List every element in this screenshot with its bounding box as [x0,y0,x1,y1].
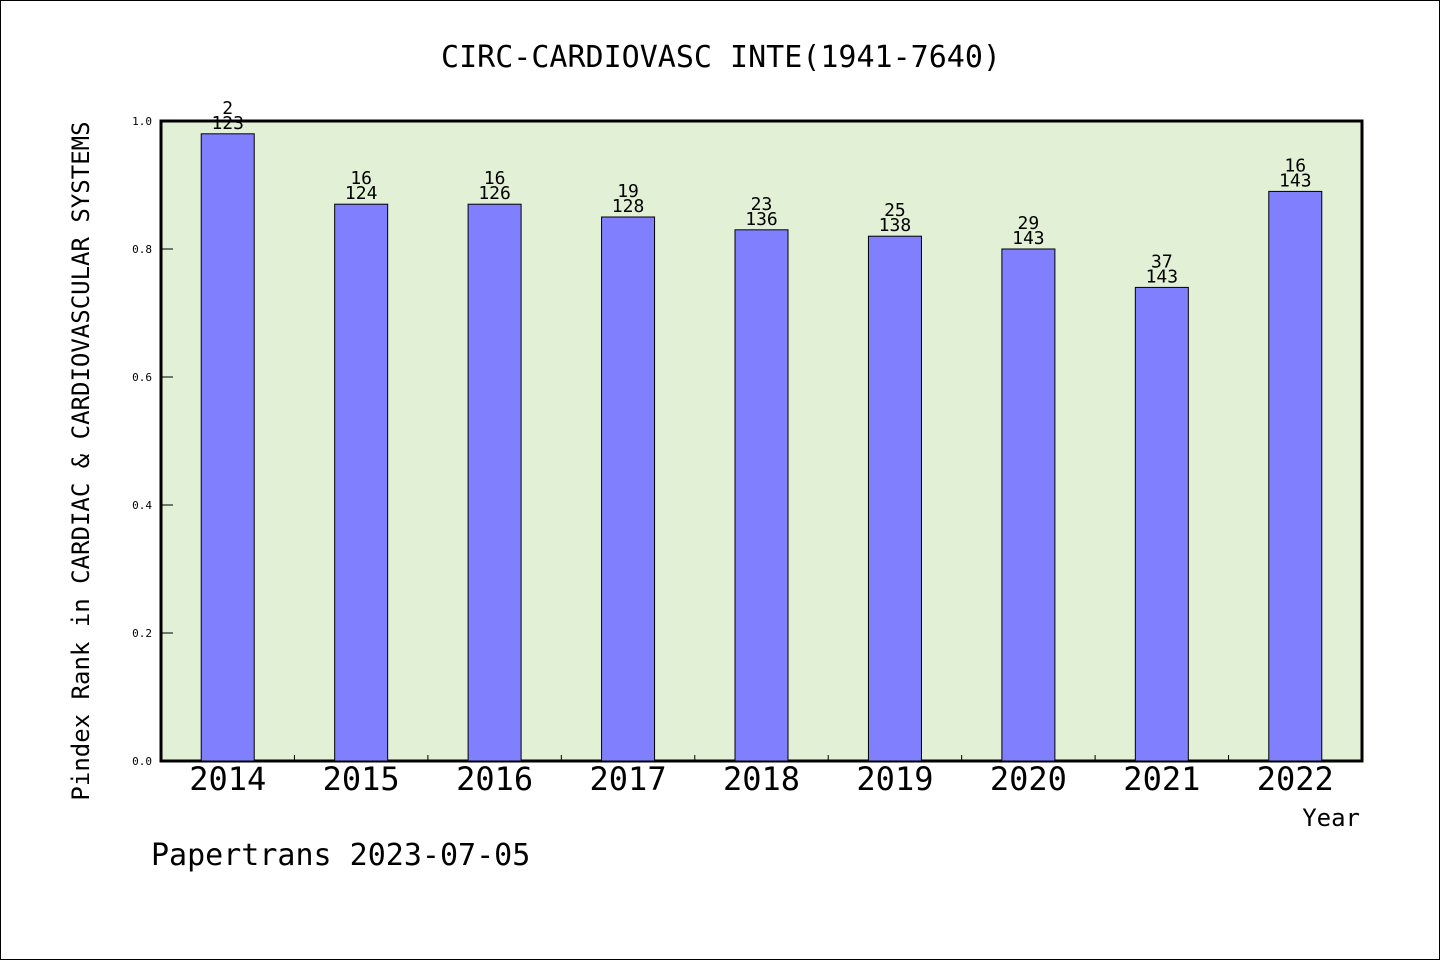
bar-2022 [1268,190,1323,762]
x-tick-label-2022: 2022 [1257,760,1334,798]
x-axis-label: Year [1302,804,1360,832]
total-label-2019: 138 [879,215,912,236]
bar-2018 [734,229,789,762]
y-tick-label-4: 0.8 [132,243,152,256]
bar-2014 [200,133,255,762]
y-tick-label-3: 0.6 [132,371,152,384]
rank-label-2020: 29 [1018,213,1040,234]
x-tick-label-2021: 2021 [1123,760,1200,798]
y-axis: 0.0 0.2 0.4 0.6 0.8 1.0 [132,115,173,768]
x-tick-label-2017: 2017 [590,760,667,798]
x-axis: 2014 2015 2016 2017 2018 2019 2020 2021 2022 [189,755,1334,798]
rank-label-2016: 16 [484,168,506,189]
bar-2016 [467,203,522,762]
total-label-2022: 143 [1279,170,1312,191]
total-label-2017: 128 [612,196,645,217]
x-tick-label-2016: 2016 [456,760,533,798]
x-tick-label-2015: 2015 [323,760,400,798]
x-tick-label-2019: 2019 [856,760,933,798]
rank-label-2021: 37 [1151,251,1173,272]
bar-2020 [1001,248,1056,762]
rank-label-2015: 16 [350,168,372,189]
footer-text: Papertrans 2023-07-05 [151,838,530,873]
x-tick-label-2020: 2020 [990,760,1067,798]
y-tick-label-5: 1.0 [132,115,152,128]
total-label-2018: 136 [745,209,778,230]
total-label-2016: 126 [478,183,511,204]
rank-label-2018: 23 [751,194,773,215]
rank-label-2017: 19 [617,181,639,202]
total-label-2014: 123 [211,113,244,134]
total-label-2015: 124 [345,183,378,204]
y-axis-label: Pindex Rank in CARDIAC & CARDIOVASCULAR … [67,121,95,800]
total-label-2020: 143 [1012,228,1045,249]
bar-series [200,133,1323,762]
rank-label-2022: 16 [1284,155,1306,176]
rank-label-2019: 25 [884,200,906,221]
bar-2021 [1134,286,1189,762]
bar-2019 [867,235,922,762]
chart-title: CIRC-CARDIOVASC INTE(1941-7640) [441,40,1001,75]
y-tick-label-2: 0.4 [132,499,152,512]
x-tick-label-2018: 2018 [723,760,800,798]
x-tick-label-2014: 2014 [189,760,266,798]
rank-label-2014: 2 [222,98,233,119]
bar-2017 [601,216,656,762]
y-tick-label-1: 0.2 [132,627,152,640]
y-tick-label-0: 0.0 [132,755,152,768]
total-label-2021: 143 [1146,266,1179,287]
bar-2015 [334,203,389,762]
